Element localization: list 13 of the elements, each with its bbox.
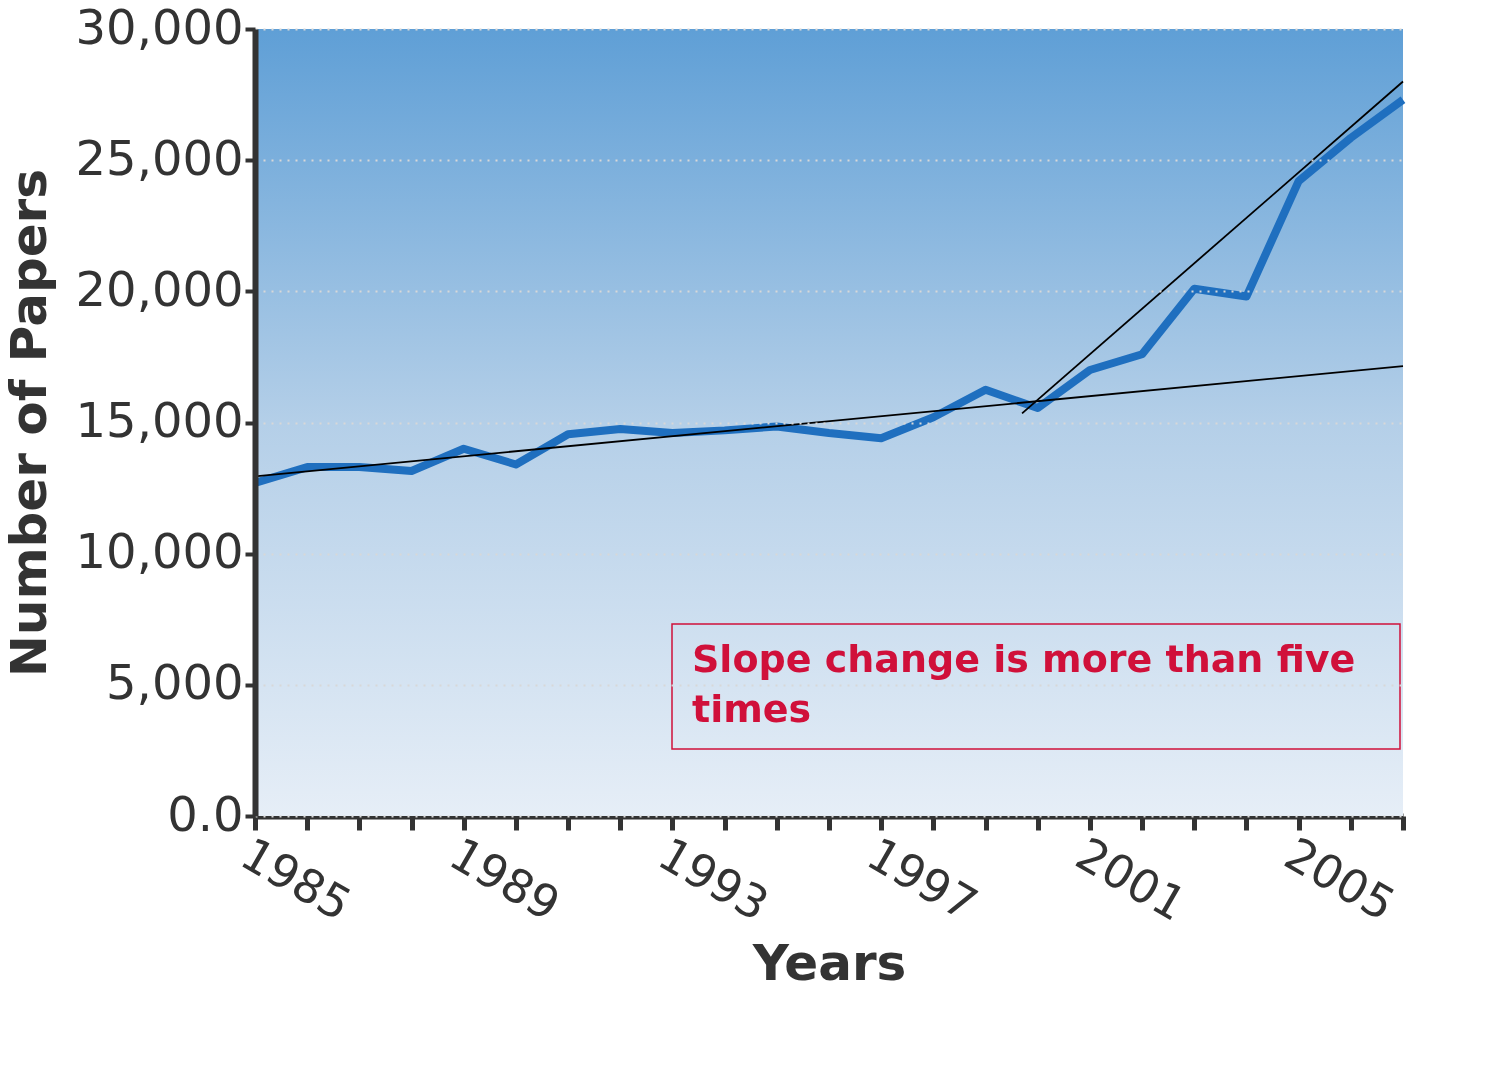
x-tick-label: 1989	[440, 826, 570, 932]
y-tick-label: 5,000	[106, 654, 244, 711]
y-tick-label: 0.0	[167, 785, 244, 842]
y-tick-label: 10,000	[75, 523, 244, 580]
y-tick-label: 15,000	[75, 392, 244, 448]
y-tick-label: 25,000	[75, 129, 244, 186]
annotation: Slope change is more than five times	[692, 637, 1356, 731]
x-tick-label: 1993	[649, 826, 778, 932]
y-tick-label: 30,000	[75, 0, 244, 55]
x-tick-label: 1997	[858, 826, 987, 932]
y-axis-title: Number of Papers	[0, 169, 58, 677]
x-axis-title: Years	[751, 934, 907, 992]
y-tick-label: 20,000	[75, 260, 244, 317]
